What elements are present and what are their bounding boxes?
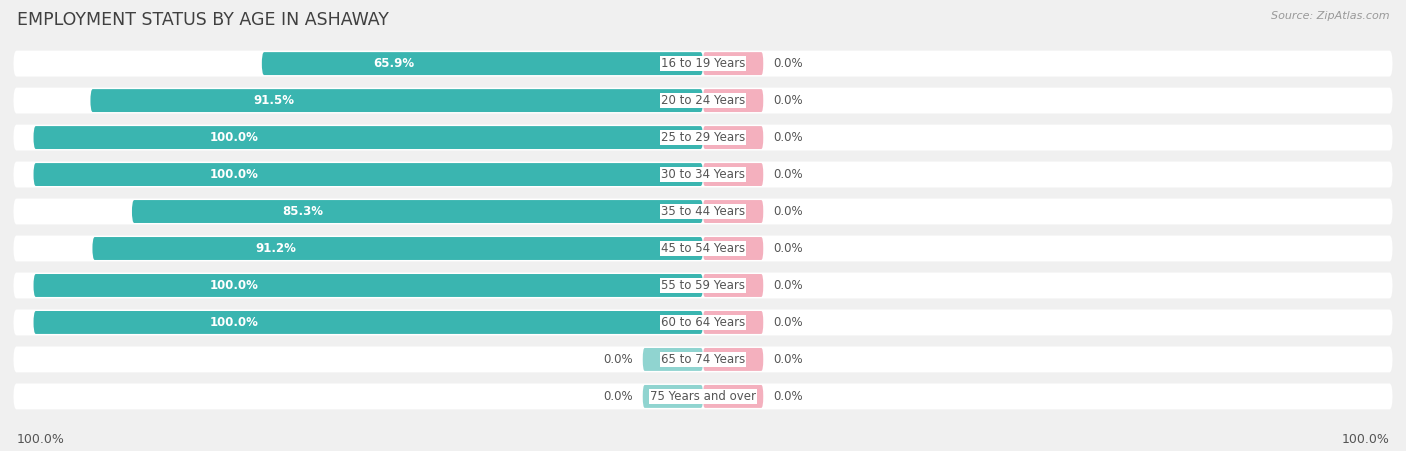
Text: 25 to 29 Years: 25 to 29 Years bbox=[661, 131, 745, 144]
FancyBboxPatch shape bbox=[14, 346, 1392, 373]
Text: 30 to 34 Years: 30 to 34 Years bbox=[661, 168, 745, 181]
FancyBboxPatch shape bbox=[14, 309, 1392, 336]
Text: 0.0%: 0.0% bbox=[773, 279, 803, 292]
Text: EMPLOYMENT STATUS BY AGE IN ASHAWAY: EMPLOYMENT STATUS BY AGE IN ASHAWAY bbox=[17, 11, 388, 29]
Text: 55 to 59 Years: 55 to 59 Years bbox=[661, 279, 745, 292]
Text: 0.0%: 0.0% bbox=[773, 242, 803, 255]
Text: 91.2%: 91.2% bbox=[254, 242, 297, 255]
FancyBboxPatch shape bbox=[703, 237, 763, 260]
FancyBboxPatch shape bbox=[703, 52, 763, 75]
FancyBboxPatch shape bbox=[34, 311, 703, 334]
Text: 0.0%: 0.0% bbox=[773, 390, 803, 403]
Text: 0.0%: 0.0% bbox=[773, 205, 803, 218]
Text: 0.0%: 0.0% bbox=[773, 168, 803, 181]
Text: 100.0%: 100.0% bbox=[209, 279, 259, 292]
Text: 35 to 44 Years: 35 to 44 Years bbox=[661, 205, 745, 218]
FancyBboxPatch shape bbox=[262, 52, 703, 75]
FancyBboxPatch shape bbox=[14, 161, 1392, 188]
Text: 0.0%: 0.0% bbox=[603, 353, 633, 366]
Text: 91.5%: 91.5% bbox=[253, 94, 295, 107]
Text: 0.0%: 0.0% bbox=[773, 131, 803, 144]
FancyBboxPatch shape bbox=[14, 87, 1392, 114]
FancyBboxPatch shape bbox=[34, 163, 703, 186]
FancyBboxPatch shape bbox=[34, 126, 703, 149]
FancyBboxPatch shape bbox=[90, 89, 703, 112]
FancyBboxPatch shape bbox=[643, 385, 703, 408]
Text: 0.0%: 0.0% bbox=[773, 316, 803, 329]
FancyBboxPatch shape bbox=[703, 126, 763, 149]
FancyBboxPatch shape bbox=[14, 383, 1392, 410]
Text: 100.0%: 100.0% bbox=[209, 131, 259, 144]
FancyBboxPatch shape bbox=[703, 311, 763, 334]
FancyBboxPatch shape bbox=[703, 274, 763, 297]
Text: 0.0%: 0.0% bbox=[773, 57, 803, 70]
Text: 75 Years and over: 75 Years and over bbox=[650, 390, 756, 403]
Text: 0.0%: 0.0% bbox=[773, 353, 803, 366]
FancyBboxPatch shape bbox=[34, 274, 703, 297]
FancyBboxPatch shape bbox=[703, 348, 763, 371]
FancyBboxPatch shape bbox=[14, 198, 1392, 225]
Text: Source: ZipAtlas.com: Source: ZipAtlas.com bbox=[1271, 11, 1389, 21]
FancyBboxPatch shape bbox=[703, 163, 763, 186]
FancyBboxPatch shape bbox=[14, 124, 1392, 151]
Text: 20 to 24 Years: 20 to 24 Years bbox=[661, 94, 745, 107]
Text: 100.0%: 100.0% bbox=[17, 433, 65, 446]
Text: 100.0%: 100.0% bbox=[209, 168, 259, 181]
Text: 65 to 74 Years: 65 to 74 Years bbox=[661, 353, 745, 366]
Text: 60 to 64 Years: 60 to 64 Years bbox=[661, 316, 745, 329]
Text: 100.0%: 100.0% bbox=[1341, 433, 1389, 446]
FancyBboxPatch shape bbox=[703, 385, 763, 408]
FancyBboxPatch shape bbox=[14, 235, 1392, 262]
FancyBboxPatch shape bbox=[14, 51, 1392, 77]
FancyBboxPatch shape bbox=[703, 89, 763, 112]
FancyBboxPatch shape bbox=[14, 272, 1392, 299]
Text: 16 to 19 Years: 16 to 19 Years bbox=[661, 57, 745, 70]
Text: 0.0%: 0.0% bbox=[773, 94, 803, 107]
FancyBboxPatch shape bbox=[132, 200, 703, 223]
FancyBboxPatch shape bbox=[703, 200, 763, 223]
Text: 45 to 54 Years: 45 to 54 Years bbox=[661, 242, 745, 255]
Text: 100.0%: 100.0% bbox=[209, 316, 259, 329]
Text: 0.0%: 0.0% bbox=[603, 390, 633, 403]
Text: 65.9%: 65.9% bbox=[374, 57, 415, 70]
FancyBboxPatch shape bbox=[643, 348, 703, 371]
FancyBboxPatch shape bbox=[93, 237, 703, 260]
Text: 85.3%: 85.3% bbox=[283, 205, 323, 218]
